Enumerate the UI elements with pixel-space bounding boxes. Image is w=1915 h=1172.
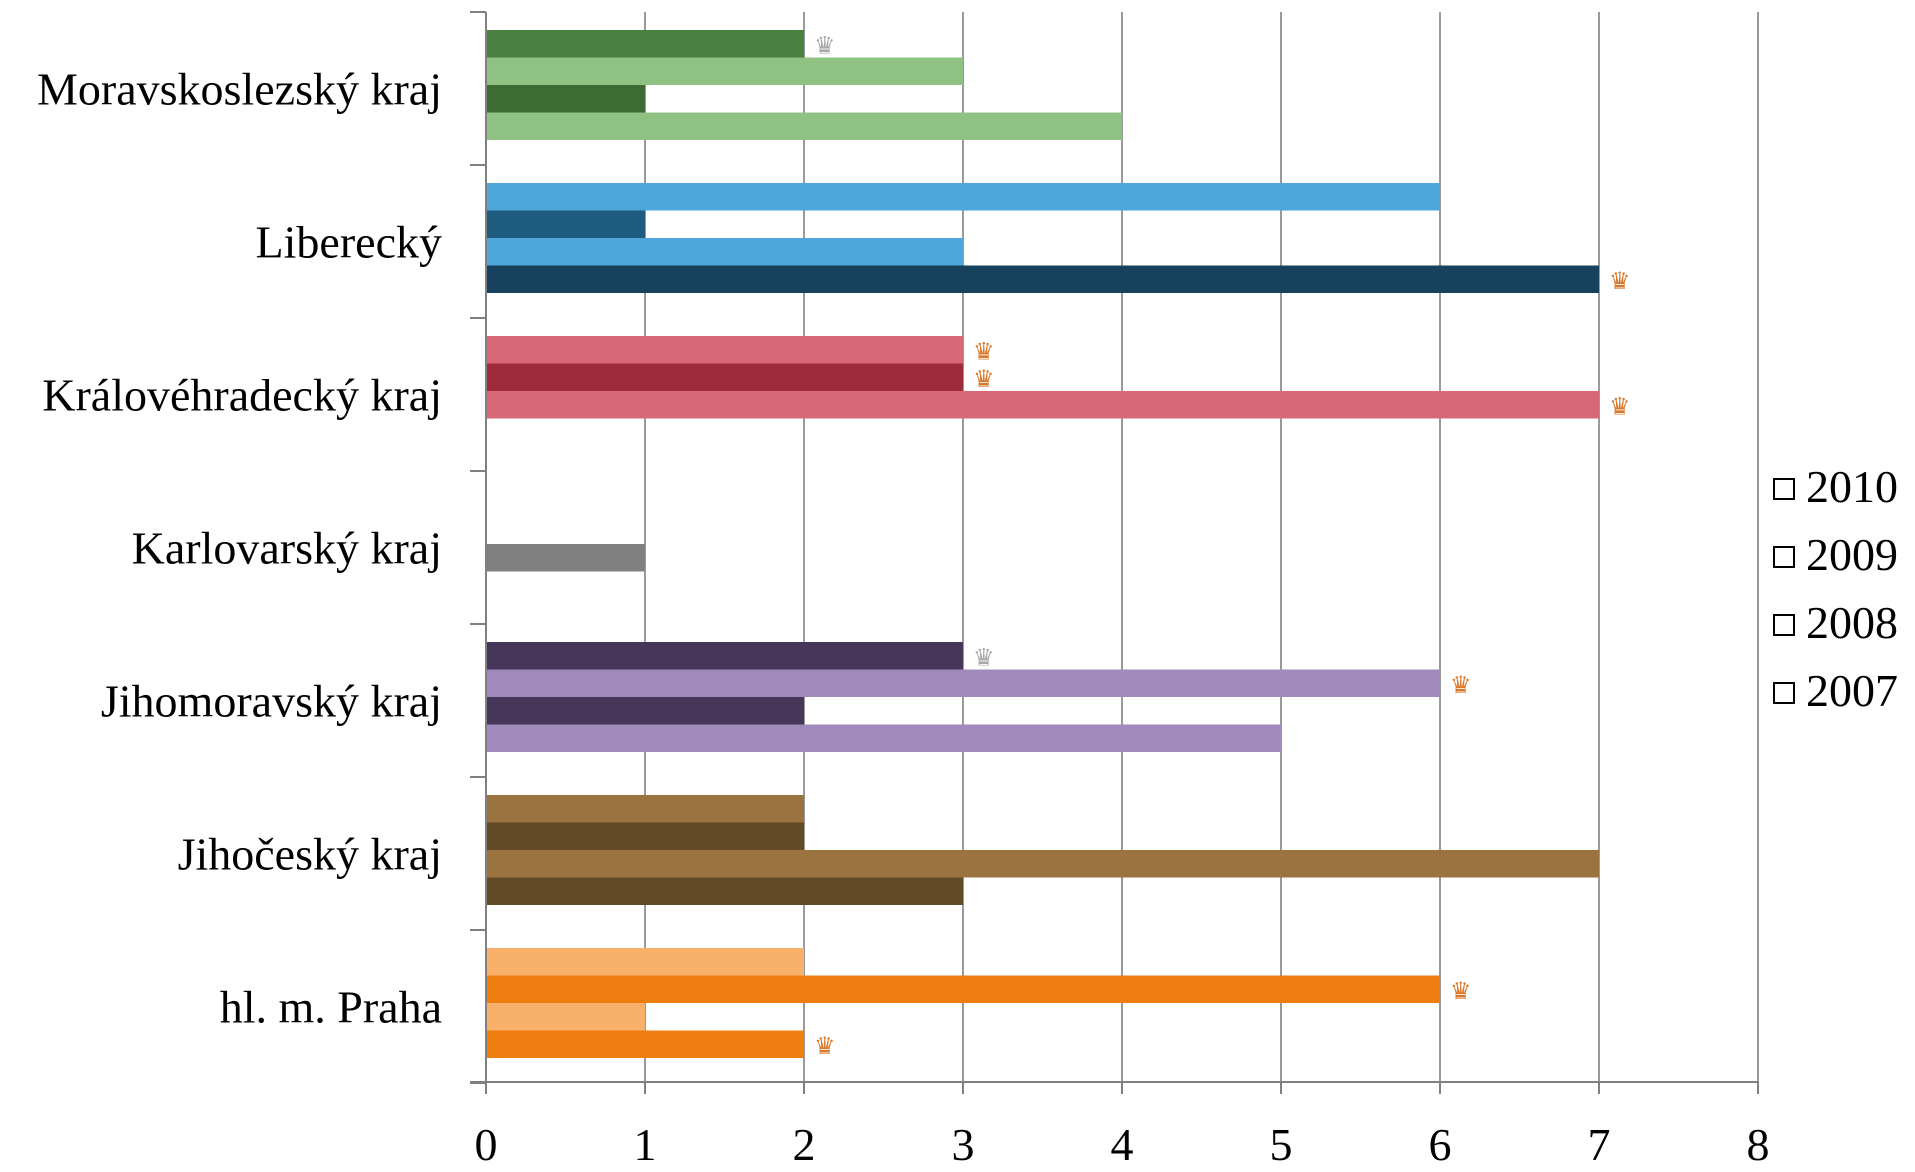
axes	[470, 11, 1759, 1094]
bar	[486, 724, 1281, 752]
legend: 2010 2009 2008 2007	[1773, 461, 1898, 716]
category-label: Karlovarský kraj	[132, 523, 442, 574]
crown-icon: ♛	[814, 1032, 836, 1060]
bar	[486, 850, 1599, 878]
bar	[486, 544, 645, 572]
x-tick-label: 5	[1270, 1119, 1293, 1170]
bar	[486, 57, 963, 85]
bar	[486, 265, 1599, 293]
bar	[486, 948, 804, 976]
crown-icon: ♛	[1450, 671, 1472, 699]
legend-marker	[1773, 478, 1795, 500]
bar	[486, 30, 804, 58]
category-label: Jihočeský kraj	[178, 829, 442, 880]
bar	[486, 1003, 645, 1031]
bar	[486, 975, 1440, 1003]
legend-label: 2008	[1806, 597, 1898, 648]
crown-icon: ♛	[1609, 267, 1631, 295]
category-label: hl. m. Praha	[220, 982, 442, 1033]
bar	[486, 391, 1599, 419]
crown-icon: ♛	[1609, 393, 1631, 421]
category-label: Jihomoravský kraj	[101, 676, 442, 727]
bar	[486, 642, 963, 670]
x-tick-label: 0	[475, 1119, 498, 1170]
bar	[486, 363, 963, 391]
bar	[486, 238, 963, 266]
legend-marker	[1773, 546, 1795, 568]
x-tick-label: 4	[1111, 1119, 1134, 1170]
x-tick-label: 7	[1588, 1119, 1611, 1170]
x-tick-label: 3	[952, 1119, 975, 1170]
category-label: Liberecký	[256, 217, 442, 268]
bars	[486, 30, 1599, 1058]
crown-icon: ♛	[973, 644, 995, 672]
bar	[486, 1030, 804, 1058]
bar	[486, 669, 1440, 697]
bar	[486, 822, 804, 850]
legend-label: 2010	[1806, 461, 1898, 512]
crown-icon: ♛	[973, 338, 995, 366]
x-tick-labels: 0 1 2 3 4 5 6 7 8	[475, 1119, 1770, 1170]
bar	[486, 210, 645, 238]
legend-label: 2007	[1806, 665, 1898, 716]
bar	[486, 183, 1440, 211]
bar	[486, 336, 963, 364]
category-label: Moravskoslezský kraj	[37, 64, 442, 115]
x-tick-label: 8	[1747, 1119, 1770, 1170]
legend-label: 2009	[1806, 529, 1898, 580]
x-tick-label: 2	[793, 1119, 816, 1170]
bar	[486, 697, 804, 725]
bar	[486, 85, 645, 113]
legend-marker	[1773, 614, 1795, 636]
category-label: Královéhradecký kraj	[42, 370, 442, 421]
crown-markers: ♛♛♛♛♛♛♛♛♛	[814, 32, 1631, 1061]
grid-lines	[644, 12, 1759, 1082]
crown-icon: ♛	[1450, 977, 1472, 1005]
legend-marker	[1773, 682, 1795, 704]
bar	[486, 112, 1122, 140]
x-tick-label: 6	[1429, 1119, 1452, 1170]
x-tick-label: 1	[634, 1119, 657, 1170]
crown-icon: ♛	[814, 32, 836, 60]
bar	[486, 877, 963, 905]
bar	[486, 795, 804, 823]
crown-icon: ♛	[973, 365, 995, 393]
category-labels: Moravskoslezský kraj Liberecký Královéhrad…	[37, 64, 442, 1033]
